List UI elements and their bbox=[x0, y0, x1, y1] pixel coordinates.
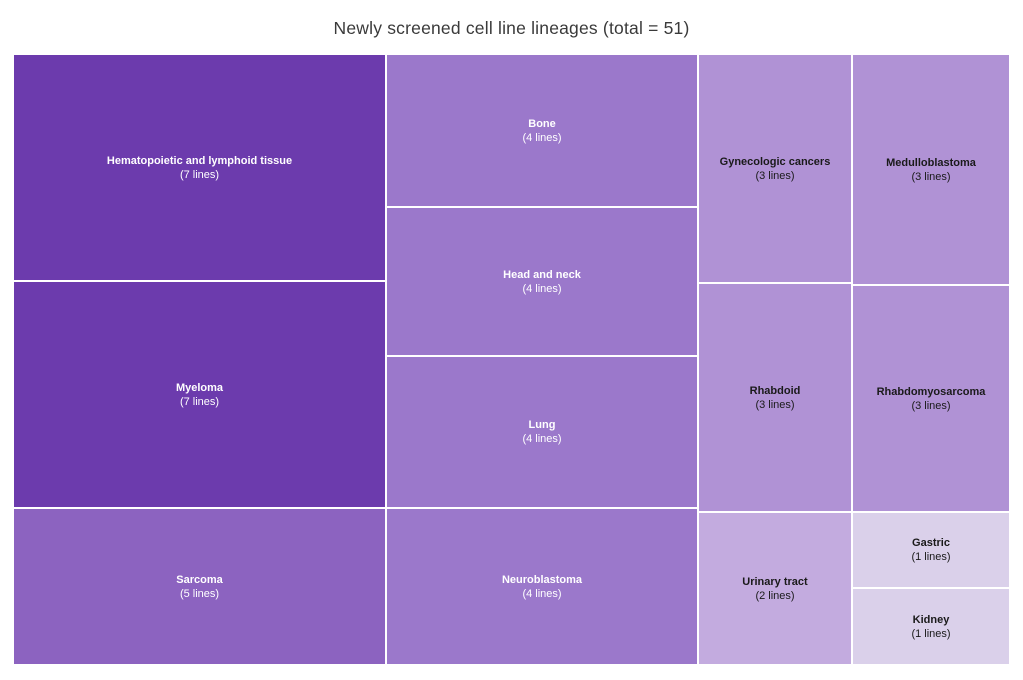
cell-count: (5 lines) bbox=[179, 587, 220, 600]
cell-count: (4 lines) bbox=[522, 131, 562, 144]
treemap-cell-rhabdoid[interactable]: Rhabdoid (3 lines) bbox=[699, 284, 851, 511]
cell-count: (3 lines) bbox=[755, 169, 795, 182]
cell-label: Neuroblastoma bbox=[501, 573, 583, 586]
treemap-cell-hematopoietic-and-lymphoid-tissue[interactable]: Hematopoietic and lymphoid tissue (7 line… bbox=[14, 55, 385, 280]
treemap-cell-sarcoma[interactable]: Sarcoma (5 lines) bbox=[14, 509, 385, 664]
cell-label: Lung bbox=[528, 419, 556, 431]
cell-count: (7 lines) bbox=[179, 168, 220, 181]
cell-label: Gastric bbox=[912, 537, 950, 549]
treemap-cell-head-and-neck[interactable]: Head and neck (4 lines) bbox=[387, 208, 697, 355]
treemap-cell-kidney[interactable]: Kidney (1 lines) bbox=[853, 589, 1009, 664]
treemap-cell-rhabdomyosarcoma[interactable]: Rhabdomyosarcoma (3 lines) bbox=[853, 286, 1009, 511]
treemap: Hematopoietic and lymphoid tissue (7 line… bbox=[14, 55, 1009, 664]
cell-label: Medulloblastoma bbox=[886, 156, 976, 169]
cell-label: Rhabdomyosarcoma bbox=[876, 385, 986, 398]
cell-count: (3 lines) bbox=[911, 170, 951, 183]
cell-label: Hematopoietic and lymphoid tissue bbox=[106, 154, 293, 167]
treemap-cell-urinary-tract[interactable]: Urinary tract (2 lines) bbox=[699, 513, 851, 664]
cell-count: (4 lines) bbox=[522, 282, 562, 295]
cell-count: (1 lines) bbox=[911, 551, 951, 563]
cell-count: (3 lines) bbox=[755, 398, 795, 411]
treemap-cell-neuroblastoma[interactable]: Neuroblastoma (4 lines) bbox=[387, 509, 697, 664]
treemap-cell-lung[interactable]: Lung (4 lines) bbox=[387, 357, 697, 507]
cell-label: Urinary tract bbox=[742, 575, 808, 588]
treemap-cell-bone[interactable]: Bone (4 lines) bbox=[387, 55, 697, 206]
cell-label: Myeloma bbox=[175, 381, 224, 394]
treemap-cell-medulloblastoma[interactable]: Medulloblastoma (3 lines) bbox=[853, 55, 1009, 284]
cell-label: Kidney bbox=[912, 613, 950, 626]
cell-count: (4 lines) bbox=[522, 433, 562, 445]
cell-count: (4 lines) bbox=[522, 587, 562, 600]
cell-label: Rhabdoid bbox=[749, 384, 801, 397]
cell-label: Sarcoma bbox=[176, 573, 223, 586]
cell-label: Gynecologic cancers bbox=[719, 155, 831, 168]
treemap-cell-gynecologic-cancers[interactable]: Gynecologic cancers (3 lines) bbox=[699, 55, 851, 282]
cell-label: Bone bbox=[528, 117, 556, 130]
cell-count: (2 lines) bbox=[755, 589, 795, 602]
cell-count: (3 lines) bbox=[911, 399, 951, 412]
cell-count: (7 lines) bbox=[179, 395, 220, 408]
treemap-cell-myeloma[interactable]: Myeloma (7 lines) bbox=[14, 282, 385, 507]
treemap-cell-gastric[interactable]: Gastric (1 lines) bbox=[853, 513, 1009, 587]
chart-title: Newly screened cell line lineages (total… bbox=[333, 18, 690, 38]
cell-label: Head and neck bbox=[503, 268, 581, 281]
cell-count: (1 lines) bbox=[911, 627, 951, 640]
